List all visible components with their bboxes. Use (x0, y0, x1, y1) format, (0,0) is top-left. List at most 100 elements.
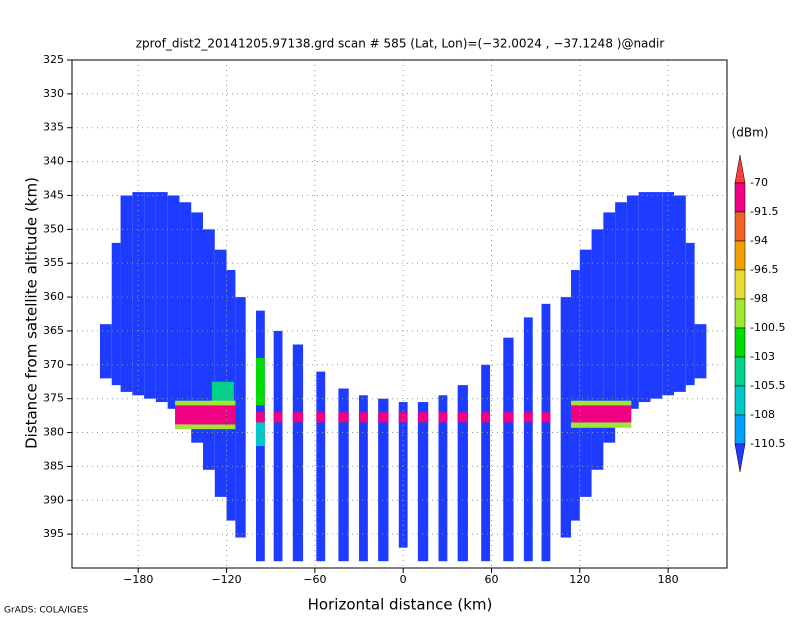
cell (481, 412, 491, 423)
cell (292, 412, 304, 423)
cell (316, 371, 326, 562)
cell (638, 192, 651, 403)
cell (570, 400, 632, 406)
cell (132, 192, 145, 396)
cell (214, 249, 227, 497)
x-tick-label: 120 (569, 573, 590, 586)
y-tick-label: 385 (43, 459, 64, 472)
y-tick-label: 325 (43, 53, 64, 66)
cell (378, 412, 389, 423)
cell (694, 324, 707, 379)
cell (398, 402, 408, 548)
cell (503, 337, 514, 562)
cell (378, 398, 389, 562)
cell (398, 412, 408, 423)
x-axis-label: Horizontal distance (km) (308, 596, 493, 614)
cell (175, 424, 236, 430)
y-tick-label: 365 (43, 324, 64, 337)
cell (175, 405, 236, 425)
cell (457, 412, 468, 423)
colorbar-box (734, 298, 746, 329)
cell (273, 330, 283, 562)
colorbar-box (734, 327, 746, 358)
y-tick-label: 350 (43, 222, 64, 235)
cell (570, 269, 580, 521)
y-axis-label: Distance from satellite altitude (km) (23, 177, 41, 449)
cell (560, 297, 571, 538)
cell (359, 395, 368, 562)
cell (235, 297, 246, 538)
x-tick-label: −180 (123, 573, 153, 586)
cell (579, 249, 592, 497)
y-tick-label: 390 (43, 493, 64, 506)
y-tick-label: 335 (43, 121, 64, 134)
colorbar-triangle (734, 443, 746, 473)
cell (155, 192, 168, 403)
y-tick-label: 340 (43, 155, 64, 168)
cell (417, 412, 429, 423)
cell (674, 195, 686, 392)
footer: GrADS: COLA/IGES (4, 606, 88, 616)
cell (191, 212, 203, 443)
colorbar-tick-label: -94 (750, 234, 768, 247)
colorbar-tick-label: -98 (750, 292, 768, 305)
cell (417, 402, 429, 562)
colorbar-tick-label: -96.5 (750, 263, 778, 276)
cell (523, 317, 533, 562)
cell (685, 242, 695, 386)
y-tick-label: 355 (43, 256, 64, 269)
colorbar-tick-label: -110.5 (750, 437, 785, 450)
y-tick-label: 395 (43, 527, 64, 540)
y-tick-label: 330 (43, 87, 64, 100)
cell (175, 400, 236, 406)
cell (273, 412, 283, 423)
colorbar-label: (dBm) (732, 126, 769, 140)
cell (111, 242, 121, 386)
cell (438, 412, 448, 423)
cell (316, 412, 326, 423)
cell (179, 202, 192, 423)
cell (541, 303, 551, 562)
cell (144, 192, 156, 399)
y-tick-label: 370 (43, 358, 64, 371)
colorbar-tick-label: -103 (750, 350, 775, 363)
cell (359, 412, 368, 423)
cell (457, 385, 468, 562)
cell (255, 358, 265, 406)
cell (570, 405, 632, 423)
colorbar-tick-label: -70 (750, 176, 768, 189)
cell (338, 388, 349, 562)
cell (615, 202, 627, 423)
cell (523, 412, 533, 423)
colorbar-box (734, 182, 746, 213)
x-tick-label: −120 (211, 573, 241, 586)
y-tick-label: 345 (43, 188, 64, 201)
y-tick-label: 380 (43, 426, 64, 439)
plot-frame (71, 59, 728, 569)
cell (662, 192, 675, 396)
colorbar-box (734, 240, 746, 271)
cell (120, 195, 133, 392)
x-tick-label: −60 (303, 573, 326, 586)
chart-title: zprof_dist2_20141205.97138.grd scan # 58… (136, 37, 665, 51)
colorbar-box (734, 211, 746, 242)
cell (481, 364, 491, 562)
cell (541, 412, 551, 423)
cell (211, 381, 234, 403)
cell (603, 212, 616, 443)
cell (570, 422, 632, 428)
colorbar-box (734, 414, 746, 445)
x-tick-label: 60 (484, 573, 498, 586)
cell (292, 344, 304, 562)
cell (167, 195, 180, 409)
x-tick-label: 0 (400, 573, 407, 586)
colorbar-box (734, 269, 746, 300)
colorbar-box (734, 356, 746, 387)
y-tick-label: 360 (43, 290, 64, 303)
x-tick-label: 180 (658, 573, 679, 586)
colorbar-tick-label: -105.5 (750, 379, 785, 392)
colorbar-tick-label: -91.5 (750, 205, 778, 218)
cell (438, 395, 448, 562)
colorbar-tick-label: -108 (750, 408, 775, 421)
